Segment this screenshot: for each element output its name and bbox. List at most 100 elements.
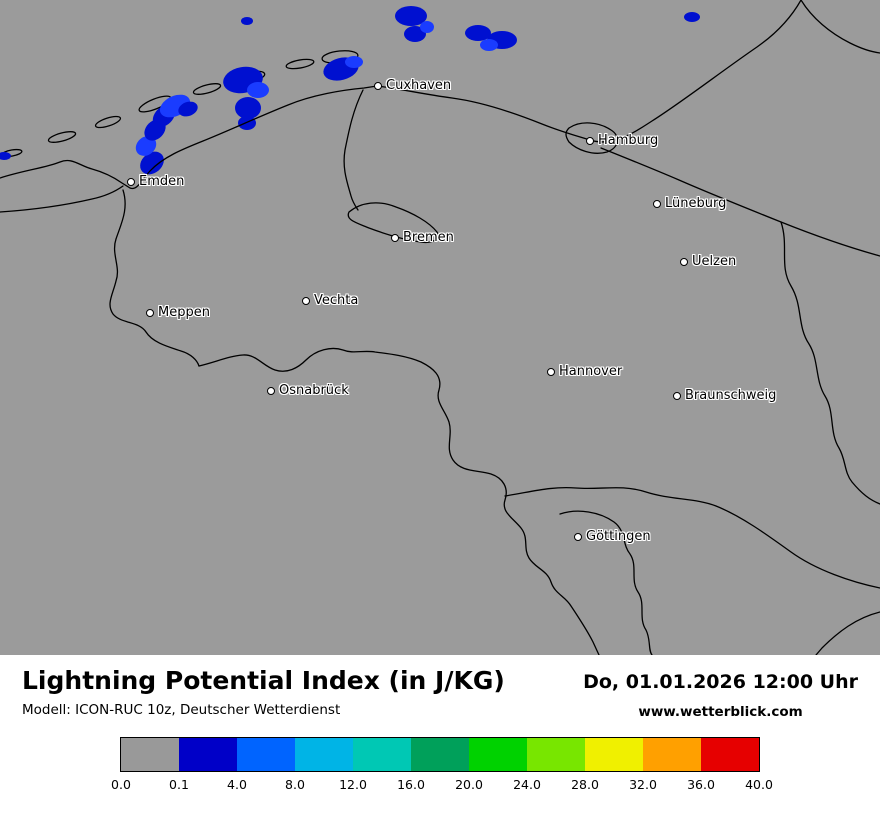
border-hamburg (565, 122, 618, 154)
city-label: Bremen (403, 230, 454, 245)
city-label: Cuxhaven (386, 78, 452, 93)
city-label: Braunschweig (685, 388, 777, 403)
city-marker-vechta: Vechta (302, 293, 358, 309)
city-marker-meppen: Meppen (146, 305, 210, 321)
colorbar-tick-label: 32.0 (629, 777, 657, 792)
colorbar-segment (701, 738, 759, 771)
right-titles: Do, 01.01.2026 12:00 Uhr www.wetterblick… (583, 671, 858, 720)
city-label: Hannover (559, 364, 623, 379)
colorbar-tick-label: 8.0 (285, 777, 305, 792)
model-info: Modell: ICON-RUC 10z, Deutscher Wetterdi… (22, 702, 341, 718)
border-dollart-bay (0, 185, 124, 213)
lightning-cell (238, 116, 256, 130)
city-dot-icon (146, 309, 154, 317)
website-label: www.wetterblick.com (638, 704, 803, 720)
border-goettingen (559, 510, 653, 655)
colorbar-tick-label: 0.0 (111, 777, 131, 792)
border-southeast-branch (504, 486, 880, 589)
river-weser (343, 89, 364, 211)
city-dot-icon (547, 368, 555, 376)
lightning-cell (684, 12, 700, 22)
city-marker-bremen: Bremen (391, 230, 454, 246)
lightning-cell (247, 82, 269, 98)
lightning-cell (345, 56, 363, 68)
city-label: Emden (139, 174, 185, 189)
lightning-cell (135, 136, 157, 156)
city-label: Osnabrück (279, 383, 349, 398)
city-dot-icon (653, 200, 661, 208)
map-graphic (0, 0, 880, 655)
city-label: Meppen (158, 305, 210, 320)
city-marker-lüneburg: Lüneburg (653, 196, 726, 212)
colorbar-tick-label: 16.0 (397, 777, 425, 792)
coastline-north-sea (0, 0, 802, 190)
city-dot-icon (391, 234, 399, 242)
city-marker-hamburg: Hamburg (586, 133, 658, 149)
footer-text-row: Lightning Potential Index (in J/KG) Mode… (0, 655, 880, 721)
island-shape (94, 115, 122, 129)
colorbar-tick-label: 36.0 (687, 777, 715, 792)
border-bremen (347, 202, 439, 244)
lightning-cell (178, 101, 198, 117)
lightning-cell (480, 39, 498, 51)
city-marker-hannover: Hannover (547, 364, 622, 380)
lightning-cell (140, 151, 164, 175)
lightning-cell (420, 21, 434, 33)
colorbar-segment (643, 738, 701, 771)
colorbar-tick-label: 24.0 (513, 777, 541, 792)
city-markers-layer: Cuxhaven Hamburg Emden Lüneburg Bremen Uelzen… (127, 78, 776, 545)
city-dot-icon (574, 533, 582, 541)
city-label: Uelzen (692, 254, 737, 269)
colorbar-tick-label: 12.0 (339, 777, 367, 792)
border-bottom-right (815, 611, 880, 655)
city-marker-osnabrück: Osnabrück (267, 383, 349, 399)
city-marker-braunschweig: Braunschweig (673, 388, 776, 404)
colorbar-tick-labels: 0.0 0.1 4.0 8.0 12.0 16.0 20.0 24.0 28.0 32.0 36.0… (111, 777, 773, 795)
city-label: Vechta (314, 293, 359, 308)
island-shape (47, 131, 77, 143)
city-marker-cuxhaven: Cuxhaven (374, 78, 451, 94)
city-dot-icon (302, 297, 310, 305)
colorbar-segment (179, 738, 237, 771)
colorbar-tick-label: 4.0 (227, 777, 247, 792)
city-dot-icon (673, 392, 681, 400)
lightning-cell (241, 17, 253, 25)
colorbar-tick-label: 28.0 (571, 777, 599, 792)
map-area: Cuxhaven Hamburg Emden Lüneburg Bremen Uelzen… (0, 0, 880, 655)
city-dot-icon (267, 387, 275, 395)
colorbar (120, 737, 760, 772)
colorbar-segment (237, 738, 295, 771)
colorbar-segment (527, 738, 585, 771)
island-shape (192, 83, 222, 95)
river-elbe (600, 147, 880, 257)
city-dot-icon (680, 258, 688, 266)
colorbar-tick-label: 0.1 (169, 777, 189, 792)
city-label: Göttingen (586, 529, 651, 544)
colorbar-tick-label: 40.0 (745, 777, 773, 792)
lightning-cell (465, 25, 491, 41)
lightning-cell (0, 152, 11, 160)
colorbar-tick-label: 20.0 (455, 777, 483, 792)
lightning-cell (395, 6, 427, 26)
border-east (780, 221, 880, 505)
lightning-cell (235, 97, 261, 119)
city-label: Lüneburg (665, 196, 727, 211)
coastline-top-right (800, 0, 880, 54)
city-dot-icon (127, 178, 135, 186)
city-marker-göttingen: Göttingen (574, 529, 651, 545)
colorbar-segment (353, 738, 411, 771)
city-label: Hamburg (598, 133, 659, 148)
page-title: Lightning Potential Index (in J/KG) (22, 666, 505, 695)
left-titles: Lightning Potential Index (in J/KG) Mode… (22, 666, 505, 719)
city-marker-emden: Emden (127, 174, 184, 190)
legend: 0.0 0.1 4.0 8.0 12.0 16.0 20.0 24.0 28.0 32.0 36.0… (0, 737, 880, 795)
city-marker-uelzen: Uelzen (680, 254, 736, 270)
colorbar-segment (469, 738, 527, 771)
datetime-label: Do, 01.01.2026 12:00 Uhr (583, 671, 858, 693)
border-netherlands (109, 189, 200, 367)
footer-panel: Lightning Potential Index (in J/KG) Mode… (0, 655, 880, 830)
colorbar-segment (121, 738, 179, 771)
lightning-cell (404, 26, 426, 42)
island-shape (285, 58, 315, 70)
